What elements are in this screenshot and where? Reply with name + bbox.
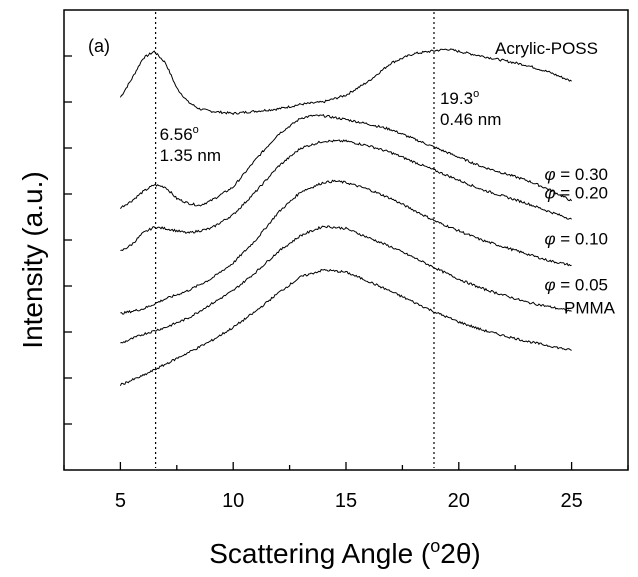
x-tick-label: 15 — [335, 490, 357, 512]
series-line — [119, 114, 573, 209]
peak-annotation-spacing: 0.46 nm — [440, 110, 501, 129]
x-tick-label: 10 — [222, 490, 244, 512]
series-line — [119, 48, 572, 116]
x-tick-label: 25 — [560, 490, 582, 512]
series-label: φ = 0.10 — [544, 230, 608, 249]
peak-annotation-spacing: 1.35 nm — [160, 146, 221, 165]
axis-ticks: 5 10 15 20 25 — [63, 55, 629, 512]
x-tick-label: 5 — [115, 490, 126, 512]
series-line — [119, 268, 572, 387]
series-line — [120, 225, 572, 344]
series-lines — [119, 48, 573, 387]
series-line — [120, 139, 572, 252]
x-axis-title-superscript: o — [430, 536, 440, 556]
peak-annotation-angle: 19.3o — [440, 88, 479, 108]
plot-frame — [63, 9, 629, 471]
x-axis-title: Scattering Angle (o2θ) — [209, 536, 481, 569]
panel-label: (a) — [88, 36, 110, 56]
series-line — [120, 179, 572, 315]
series-label: φ = 0.20 — [544, 184, 608, 203]
peak-annotation-angle: 6.56o — [160, 124, 199, 144]
x-axis-title-tail: 2θ) — [440, 538, 480, 569]
y-axis-title: Intensity (a.u.) — [17, 171, 48, 348]
series-label: Acrylic-POSS — [495, 39, 598, 58]
annotations: 6.56o 1.35 nm 19.3o 0.46 nm — [160, 88, 502, 165]
series-label: φ = 0.05 — [544, 276, 608, 295]
x-tick-label: 20 — [448, 490, 470, 512]
series-labels: Acrylic-POSS φ = 0.30φ = 0.20 φ = 0.10 φ = … — [495, 39, 616, 318]
series-label: PMMA — [564, 299, 616, 318]
series-label: φ = 0.30 — [544, 165, 608, 184]
reference-lines — [154, 12, 435, 468]
